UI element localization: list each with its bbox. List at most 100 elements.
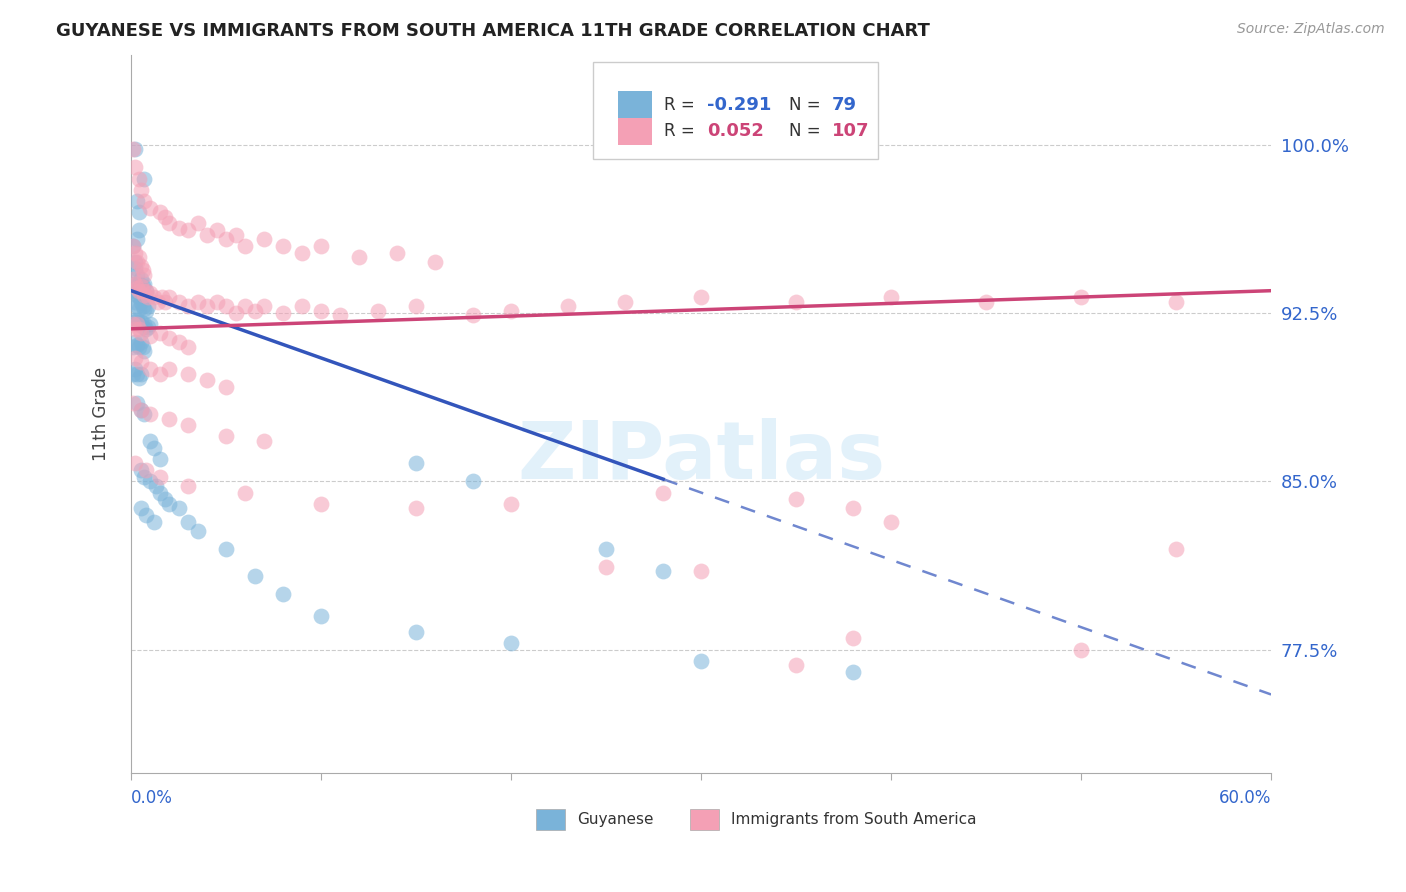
Point [135, 463, 157, 477]
Point [122, 272, 145, 286]
Point [135, 284, 157, 298]
Point [135, 284, 157, 298]
Y-axis label: 11th Grade: 11th Grade [93, 367, 110, 461]
Point [122, 396, 145, 410]
Point [125, 396, 148, 410]
Point [136, 299, 159, 313]
Point [177, 340, 200, 354]
Point [880, 515, 903, 529]
Point [124, 335, 146, 350]
Point [136, 290, 159, 304]
Point [131, 340, 153, 354]
Text: Source: ZipAtlas.com: Source: ZipAtlas.com [1237, 22, 1385, 37]
Point [187, 216, 209, 230]
Point [139, 201, 162, 215]
Point [167, 501, 190, 516]
Point [122, 318, 145, 332]
Point [128, 250, 150, 264]
Point [134, 171, 156, 186]
Point [124, 284, 146, 298]
Point [177, 367, 200, 381]
Point [880, 290, 903, 304]
Point [187, 294, 209, 309]
Point [122, 367, 145, 381]
Point [405, 501, 427, 516]
Point [149, 326, 172, 341]
Point [129, 367, 152, 381]
Point [233, 485, 256, 500]
Point [124, 351, 146, 365]
Point [157, 411, 180, 425]
Point [243, 304, 266, 318]
Point [125, 254, 148, 268]
Point [131, 284, 153, 298]
Point [501, 497, 523, 511]
Point [614, 294, 637, 309]
Point [122, 277, 145, 291]
Point [131, 299, 153, 313]
Point [135, 508, 157, 522]
Point [129, 294, 152, 309]
Point [595, 541, 617, 556]
Point [195, 299, 218, 313]
Text: R =: R = [664, 96, 700, 114]
Point [128, 371, 150, 385]
Point [135, 304, 157, 318]
Text: 79: 79 [832, 96, 858, 114]
Point [405, 299, 427, 313]
Point [195, 227, 218, 242]
Point [157, 497, 180, 511]
Point [136, 319, 159, 334]
Point [122, 142, 145, 156]
Point [124, 261, 146, 276]
Point [309, 609, 332, 624]
Point [125, 318, 148, 332]
Point [157, 331, 180, 345]
Point [215, 380, 238, 394]
Point [309, 304, 332, 318]
Point [125, 337, 148, 351]
Point [253, 434, 276, 448]
Point [150, 290, 173, 304]
Point [155, 492, 177, 507]
Point [215, 541, 238, 556]
FancyBboxPatch shape [536, 809, 565, 830]
Point [690, 290, 713, 304]
Point [463, 309, 485, 323]
Point [405, 624, 427, 639]
Point [134, 277, 156, 291]
Point [134, 301, 156, 316]
Point [177, 418, 200, 433]
Text: 0.0%: 0.0% [131, 789, 173, 806]
Text: -0.291: -0.291 [707, 96, 772, 114]
Point [225, 227, 247, 242]
Point [690, 654, 713, 668]
Point [557, 299, 579, 313]
Point [405, 457, 427, 471]
Point [124, 277, 146, 291]
Point [125, 313, 148, 327]
Point [143, 441, 166, 455]
Point [134, 407, 156, 421]
Text: ZIPatlas: ZIPatlas [517, 418, 886, 496]
Point [1164, 541, 1187, 556]
Point [125, 268, 148, 282]
Point [167, 220, 190, 235]
FancyBboxPatch shape [593, 62, 877, 160]
FancyBboxPatch shape [617, 91, 652, 119]
Point [155, 294, 177, 309]
Point [842, 632, 865, 646]
Point [177, 223, 200, 237]
Point [131, 263, 153, 277]
Point [122, 313, 145, 327]
Point [128, 284, 150, 298]
Point [145, 479, 167, 493]
Point [253, 299, 276, 313]
Point [785, 492, 807, 507]
Point [124, 315, 146, 329]
Point [124, 322, 146, 336]
Point [271, 586, 294, 600]
Point [501, 636, 523, 650]
Point [129, 272, 152, 286]
Point [1070, 642, 1092, 657]
